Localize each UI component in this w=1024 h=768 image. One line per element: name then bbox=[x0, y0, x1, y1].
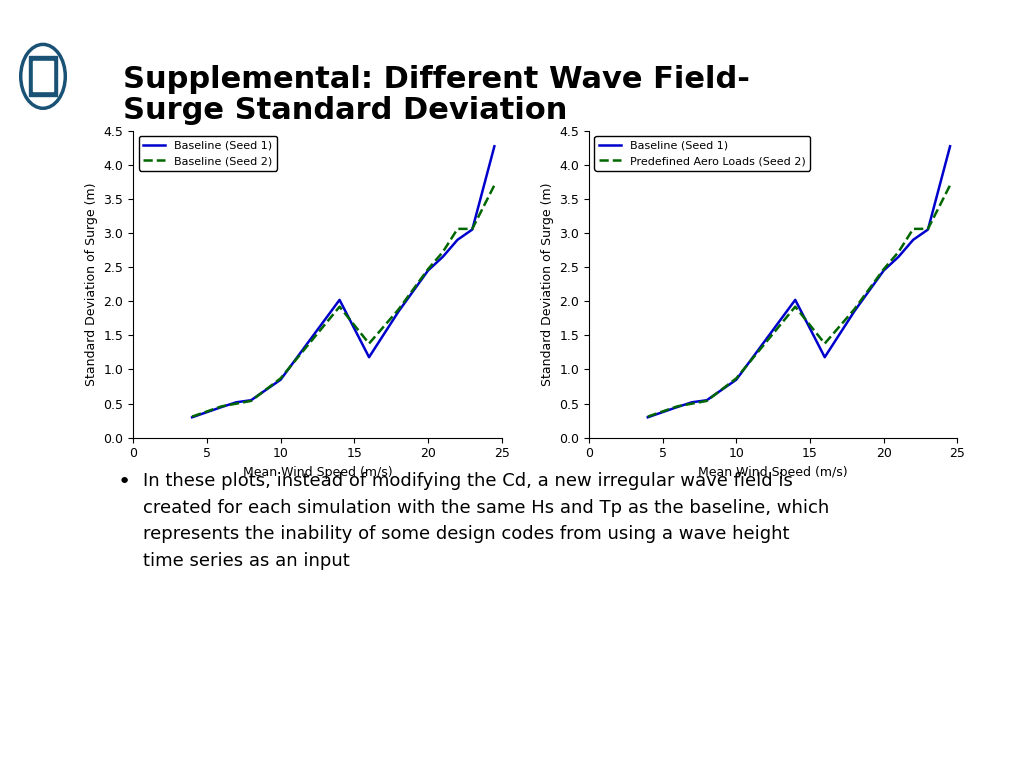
Line: Baseline (Seed 1): Baseline (Seed 1) bbox=[648, 146, 950, 417]
Baseline (Seed 2) bbox=[215, 402, 227, 411]
Baseline (Seed 1) bbox=[274, 375, 287, 384]
Line: Baseline (Seed 2): Baseline (Seed 2) bbox=[193, 185, 495, 416]
Baseline (Seed 1) bbox=[892, 252, 904, 261]
Y-axis label: Standard Deviation of Surge (m): Standard Deviation of Surge (m) bbox=[541, 183, 554, 386]
Predefined Aero Loads (Seed 2) bbox=[944, 180, 956, 190]
Predefined Aero Loads (Seed 2) bbox=[907, 224, 920, 233]
Baseline (Seed 2) bbox=[436, 247, 449, 257]
Baseline (Seed 1) bbox=[944, 141, 956, 151]
Baseline (Seed 2) bbox=[274, 374, 287, 383]
Predefined Aero Loads (Seed 2) bbox=[818, 339, 830, 348]
Predefined Aero Loads (Seed 2) bbox=[848, 305, 860, 314]
Line: Baseline (Seed 1): Baseline (Seed 1) bbox=[193, 146, 495, 417]
Predefined Aero Loads (Seed 2) bbox=[878, 264, 890, 273]
Predefined Aero Loads (Seed 2) bbox=[790, 302, 802, 311]
Predefined Aero Loads (Seed 2) bbox=[922, 224, 934, 233]
Bar bbox=[33, 61, 53, 91]
Baseline (Seed 2) bbox=[488, 180, 501, 190]
Predefined Aero Loads (Seed 2) bbox=[892, 247, 904, 257]
Baseline (Seed 1) bbox=[818, 353, 830, 362]
Baseline (Seed 1) bbox=[730, 375, 742, 384]
Baseline (Seed 2) bbox=[392, 305, 404, 314]
Predefined Aero Loads (Seed 2) bbox=[671, 402, 683, 411]
Baseline (Seed 1) bbox=[700, 396, 713, 405]
Baseline (Seed 1) bbox=[392, 307, 404, 316]
Predefined Aero Loads (Seed 2) bbox=[730, 374, 742, 383]
Baseline (Seed 1) bbox=[686, 398, 698, 407]
Baseline (Seed 1) bbox=[186, 412, 199, 422]
Baseline (Seed 1) bbox=[436, 252, 449, 261]
Baseline (Seed 1) bbox=[671, 402, 683, 412]
Line: Predefined Aero Loads (Seed 2): Predefined Aero Loads (Seed 2) bbox=[648, 185, 950, 416]
Baseline (Seed 1) bbox=[422, 266, 434, 275]
Text: Supplemental: Different Wave Field-: Supplemental: Different Wave Field- bbox=[123, 65, 750, 94]
Baseline (Seed 2) bbox=[230, 399, 243, 409]
Baseline (Seed 1) bbox=[334, 295, 346, 304]
Baseline (Seed 2) bbox=[466, 224, 478, 233]
Predefined Aero Loads (Seed 2) bbox=[686, 399, 698, 409]
Baseline (Seed 1) bbox=[215, 402, 227, 412]
Baseline (Seed 2) bbox=[452, 224, 464, 233]
Baseline (Seed 2) bbox=[362, 339, 375, 348]
Predefined Aero Loads (Seed 2) bbox=[700, 396, 713, 406]
Legend: Baseline (Seed 1), Predefined Aero Loads (Seed 2): Baseline (Seed 1), Predefined Aero Loads… bbox=[594, 136, 810, 170]
Baseline (Seed 2) bbox=[245, 396, 257, 406]
Baseline (Seed 1) bbox=[922, 225, 934, 234]
Baseline (Seed 1) bbox=[362, 353, 375, 362]
Baseline (Seed 1) bbox=[245, 396, 257, 405]
X-axis label: Mean Wind Speed (m/s): Mean Wind Speed (m/s) bbox=[243, 466, 392, 479]
Text: 13: 13 bbox=[16, 730, 35, 744]
Baseline (Seed 1) bbox=[848, 307, 860, 316]
Baseline (Seed 1) bbox=[878, 266, 890, 275]
Predefined Aero Loads (Seed 2) bbox=[642, 412, 654, 421]
Baseline (Seed 1) bbox=[907, 235, 920, 244]
Baseline (Seed 1) bbox=[790, 295, 802, 304]
Text: In these plots, instead of modifying the Cd, a new irregular wave field is
creat: In these plots, instead of modifying the… bbox=[143, 472, 829, 570]
Baseline (Seed 2) bbox=[422, 264, 434, 273]
Baseline (Seed 1) bbox=[488, 141, 501, 151]
Text: Surge Standard Deviation: Surge Standard Deviation bbox=[123, 96, 567, 125]
Text: •: • bbox=[118, 472, 131, 492]
Legend: Baseline (Seed 1), Baseline (Seed 2): Baseline (Seed 1), Baseline (Seed 2) bbox=[138, 136, 276, 170]
Baseline (Seed 2) bbox=[334, 302, 346, 311]
Bar bbox=[29, 56, 57, 96]
Text: NTNU: NTNU bbox=[28, 118, 58, 128]
Baseline (Seed 1) bbox=[230, 398, 243, 407]
Baseline (Seed 2) bbox=[186, 412, 199, 421]
Baseline (Seed 1) bbox=[452, 235, 464, 244]
Baseline (Seed 1) bbox=[466, 225, 478, 234]
Y-axis label: Standard Deviation of Surge (m): Standard Deviation of Surge (m) bbox=[85, 183, 98, 386]
X-axis label: Mean Wind Speed (m/s): Mean Wind Speed (m/s) bbox=[698, 466, 848, 479]
Baseline (Seed 1) bbox=[642, 412, 654, 422]
